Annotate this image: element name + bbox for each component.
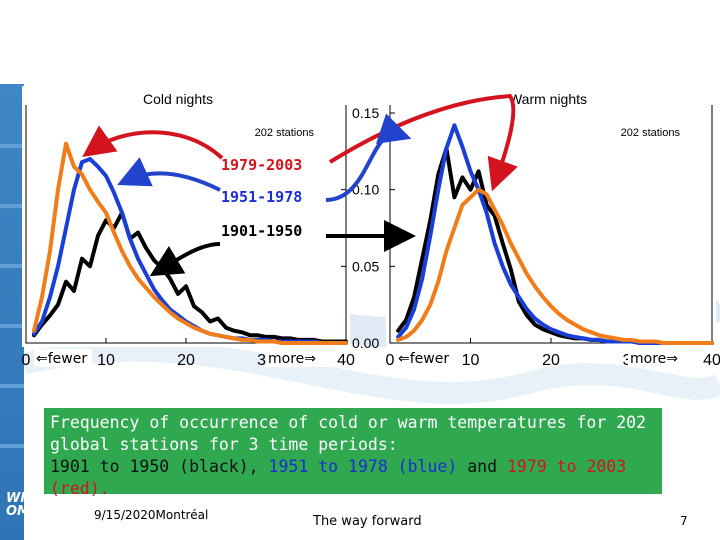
x-tick-label-0-4: 40	[337, 352, 355, 369]
legend-bg-1	[219, 184, 323, 208]
x-tick-label-0-1: 10	[97, 352, 115, 369]
series-line-1-2	[396, 187, 714, 345]
x-tick-label-1-1: 10	[462, 352, 480, 369]
caption-box: Frequency of occurrence of cold or warm …	[44, 408, 662, 498]
chart-title-1: Warm nights	[509, 91, 587, 107]
caption-blue-period: 1951 to 1978 (blue)	[268, 457, 458, 476]
caption-red-period: 1979 to 2003 (red).	[50, 457, 627, 498]
chart-title-0: Cold nights	[143, 91, 213, 107]
arrow-to-orange-left	[82, 125, 224, 160]
legend-label-1: 1951-1978	[221, 188, 302, 206]
legend-bg-2	[219, 218, 323, 242]
more-label-left-bg	[266, 349, 332, 367]
logo-line-2: OMM	[6, 504, 43, 519]
x-tick-label-0-0: 0	[22, 352, 31, 369]
arrow-to-blue-left	[117, 157, 221, 192]
y-tick-label-2: 0.10	[352, 182, 379, 198]
y-tick-label-3: 0.15	[352, 105, 379, 121]
series-line-0-0	[32, 210, 348, 344]
y-tick-label-0: 0.00	[352, 335, 379, 351]
station-count-1: 202 stations	[621, 127, 681, 139]
plot-background-0	[22, 86, 350, 347]
x-tick-label-1-0: 0	[386, 352, 395, 369]
station-count-0: 202 stations	[255, 127, 315, 139]
legend-bg-0	[219, 152, 323, 176]
slide-left-band	[0, 84, 24, 540]
caption-line-3: 1901 to 1950 (black), 1951 to 1978 (blue…	[50, 456, 656, 500]
x-tick-label-1-4: 40	[703, 352, 720, 369]
arrow-to-black-left	[149, 242, 221, 277]
wmo-logo: WMO OMM	[6, 492, 44, 518]
caption-line-1: Frequency of occurrence of cold or warm …	[50, 413, 647, 432]
footer-title: The way forward	[313, 514, 422, 529]
more-label-right: more⇒	[630, 351, 678, 367]
slide-number: 7	[680, 514, 688, 528]
chart-overlay: 1979-2003 1951-1978 1901-1950 ⇐fewer more⇒ ⇐f…	[34, 93, 694, 367]
x-tick-label-0-2: 20	[177, 352, 195, 369]
slide-header-area	[0, 0, 720, 84]
caption-black-period: 1901 to 1950 (black),	[50, 457, 269, 476]
y-tick-label-1: 0.05	[352, 258, 379, 274]
logo-line-1: WMO	[6, 491, 45, 506]
more-label-right-bg	[628, 349, 694, 367]
caption-line-2: global stations for 3 time periods:	[50, 435, 398, 454]
legend-label-2: 1901-1950	[221, 222, 302, 240]
footer-date: 9/15/2020Montréal	[94, 508, 209, 522]
caption-and: and	[457, 457, 507, 476]
fewer-label-right-bg	[396, 349, 454, 367]
x-tick-label-1-2: 20	[542, 352, 560, 369]
arrow-to-blue-right	[325, 113, 412, 202]
series-line-0-2	[32, 141, 348, 345]
fewer-label-left: ⇐fewer	[36, 351, 87, 367]
fewer-label-right: ⇐fewer	[398, 351, 449, 367]
fewer-label-left-bg	[34, 349, 92, 367]
more-label-left: more⇒	[268, 351, 316, 367]
legend-label-0: 1979-2003	[221, 156, 302, 174]
